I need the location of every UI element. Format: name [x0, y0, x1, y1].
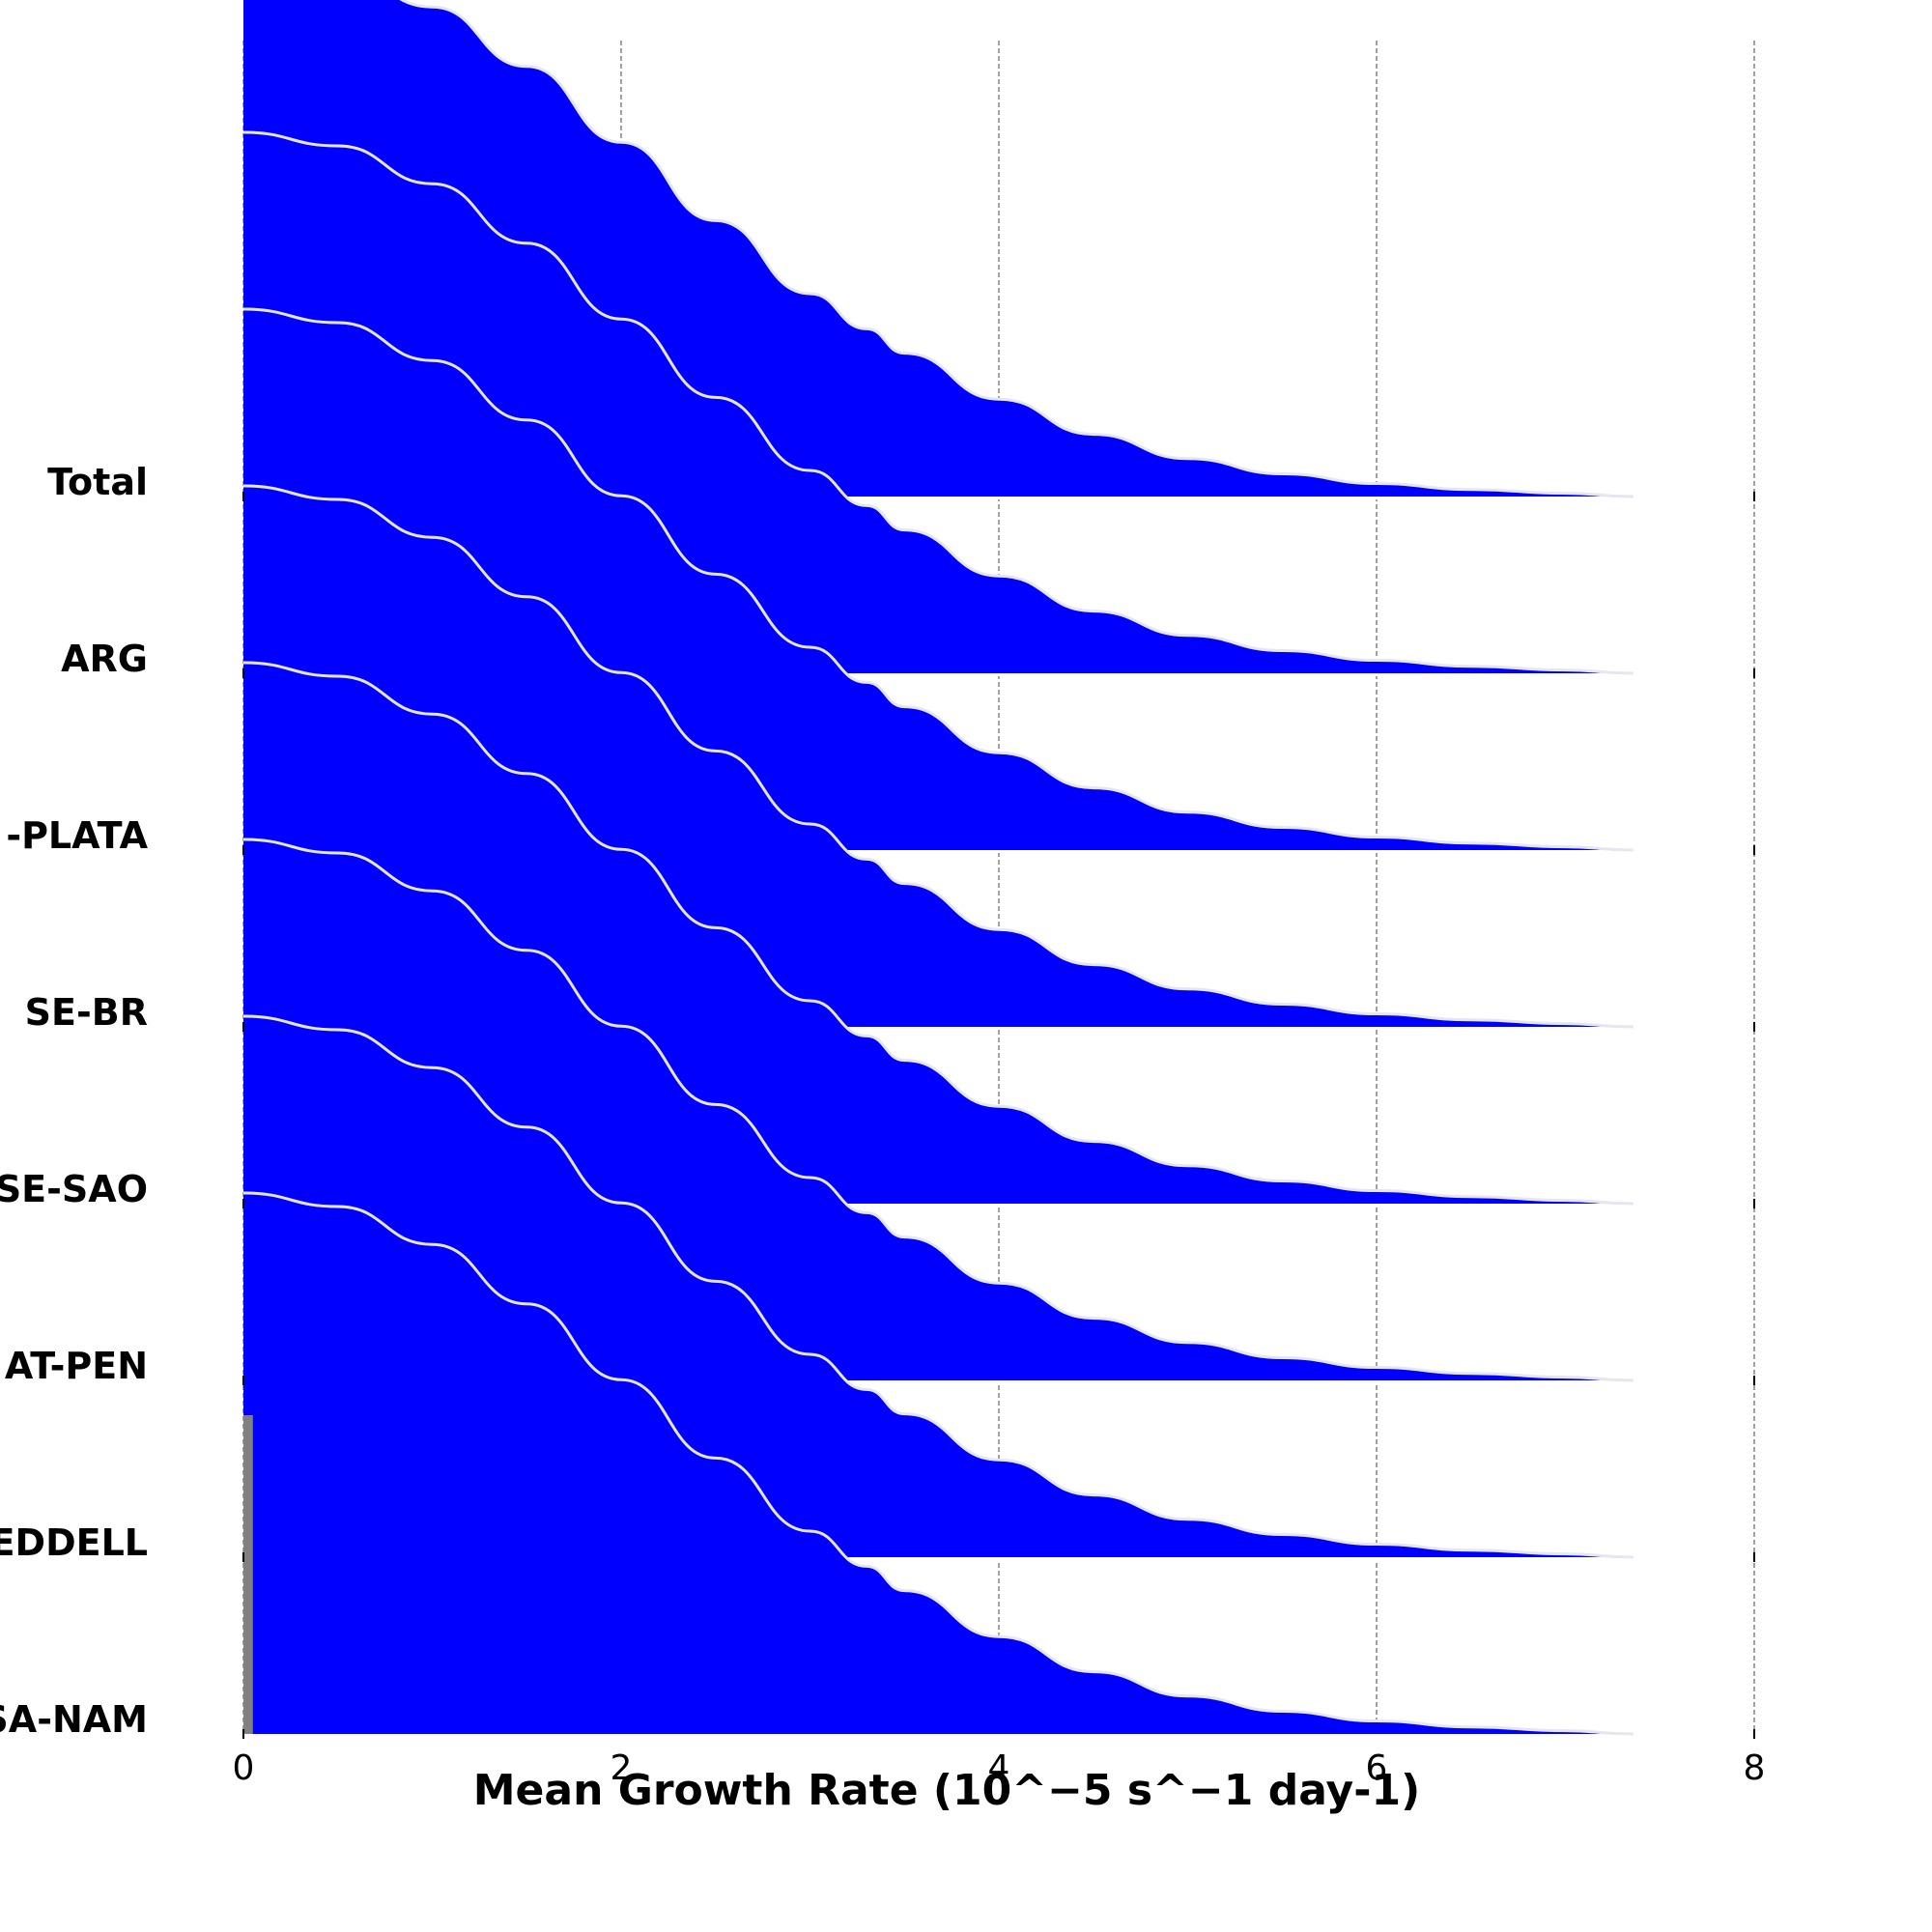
x-tick-label-8: 8 — [1744, 1748, 1766, 1788]
ridge-line-se-sao — [242, 661, 1634, 1206]
category-label-rio-plata: -PLATA — [6, 814, 148, 857]
category-label-se-br: SE-BR — [25, 991, 148, 1034]
category-label-arg: ARG — [61, 638, 148, 680]
category-label-weddell: EDDELL — [0, 1521, 148, 1564]
bar-sa-nam — [243, 1415, 253, 1734]
x-axis-title: Mean Growth Rate (10^−5 s^−1 day-1) — [473, 1766, 1420, 1815]
ridge-baseline-se-br — [867, 1027, 1635, 1030]
x-tick-label-6: 6 — [1366, 1748, 1388, 1788]
x-tick-label-0: 0 — [233, 1748, 255, 1788]
x-tick-labels: 0 2 4 6 8 — [233, 1748, 1766, 1788]
x-tick-label-4: 4 — [988, 1748, 1010, 1788]
category-label-sa-nam: SA-NAM — [0, 1698, 148, 1741]
x-tick-label-2: 2 — [611, 1748, 633, 1788]
ridge-baseline-arg — [867, 673, 1635, 676]
category-label-se-sao: SE-SAO — [0, 1168, 148, 1210]
ridges — [242, 0, 1635, 1736]
ridge-fill-sa-nam — [243, 1193, 1634, 1734]
ridge-baseline-weddell — [867, 1557, 1635, 1560]
tick-marks — [242, 492, 1755, 1739]
ridge-line-se-br — [242, 484, 1634, 1029]
ridge-baseline-total — [867, 497, 1635, 499]
ridge-baseline-antarct-pen — [867, 1380, 1635, 1383]
ridge-line-arg — [242, 130, 1634, 675]
category-label-antarct-pen: AT-PEN — [5, 1345, 148, 1387]
category-label-total: Total — [47, 461, 148, 503]
ridge-line-antarct-pen — [242, 838, 1634, 1382]
category-labels: Total ARG -PLATA SE-BR SE-SAO AT-PEN EDDELL SA-… — [0, 461, 149, 1741]
ridge-line-sa-nam — [242, 1191, 1634, 1736]
ridge-baseline-rio-plata — [867, 850, 1635, 853]
ridge-line-rio-plata — [242, 307, 1634, 852]
ridge-line-weddell — [242, 1014, 1634, 1559]
ridge-line-total — [399, 0, 1634, 498]
ridge-baseline-se-sao — [867, 1204, 1635, 1207]
